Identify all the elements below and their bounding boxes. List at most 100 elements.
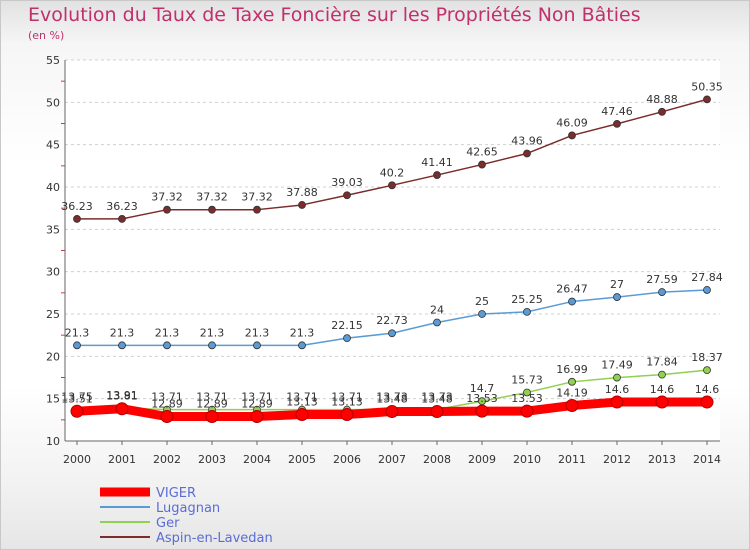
data-point bbox=[388, 181, 396, 190]
data-point bbox=[703, 95, 711, 104]
data-point bbox=[568, 131, 576, 140]
y-tick-label: 40 bbox=[46, 181, 60, 194]
data-point bbox=[478, 160, 486, 169]
data-label: 21.3 bbox=[65, 326, 90, 339]
data-label: 14.6 bbox=[650, 383, 675, 396]
data-point bbox=[613, 293, 621, 301]
data-label: 22.73 bbox=[376, 314, 408, 327]
data-point bbox=[610, 395, 624, 409]
data-point bbox=[433, 171, 441, 179]
data-label: 22.15 bbox=[331, 319, 363, 332]
data-label: 37.88 bbox=[286, 186, 318, 199]
x-tick-label: 2012 bbox=[603, 453, 631, 466]
data-label: 36.23 bbox=[61, 200, 93, 213]
data-point bbox=[343, 334, 351, 343]
data-point bbox=[250, 410, 264, 424]
data-label: 40.2 bbox=[380, 166, 405, 179]
x-tick-label: 2004 bbox=[243, 453, 271, 466]
data-label: 21.3 bbox=[155, 326, 180, 339]
data-label: 13.53 bbox=[466, 392, 498, 405]
data-label: 36.23 bbox=[106, 200, 138, 213]
x-tick-label: 2000 bbox=[63, 453, 91, 466]
data-label: 41.41 bbox=[421, 156, 453, 169]
data-label: 13.13 bbox=[331, 395, 363, 408]
data-label: 27.84 bbox=[691, 271, 723, 284]
data-point bbox=[703, 366, 711, 375]
chart-unit: (en %) bbox=[28, 29, 65, 42]
data-point bbox=[475, 404, 489, 418]
data-label: 13.73 bbox=[421, 390, 453, 403]
data-label: 12.89 bbox=[151, 398, 183, 411]
x-tick-label: 2007 bbox=[378, 453, 406, 466]
legend-label: Ger bbox=[156, 516, 180, 531]
data-label: 18.37 bbox=[691, 351, 723, 364]
series-lugagnan bbox=[73, 286, 711, 350]
x-tick-label: 2002 bbox=[153, 453, 181, 466]
data-label: 13.75 bbox=[61, 390, 93, 403]
data-point bbox=[523, 388, 531, 397]
chart-title: Evolution du Taux de Taxe Foncière sur l… bbox=[28, 4, 641, 26]
y-tick-label: 55 bbox=[46, 54, 60, 67]
data-label: 48.88 bbox=[646, 93, 678, 106]
data-point bbox=[565, 399, 579, 413]
data-label: 17.84 bbox=[646, 356, 678, 369]
data-point bbox=[478, 310, 486, 318]
x-tick-label: 2005 bbox=[288, 453, 316, 466]
data-labels: 13.51 13.81 12.89 12.89 12.89 13.13 13.13 13.48… bbox=[61, 80, 723, 410]
data-label: 13.53 bbox=[511, 392, 543, 405]
data-label: 21.3 bbox=[290, 326, 315, 339]
data-point bbox=[73, 215, 81, 223]
y-tick-label: 15 bbox=[46, 393, 60, 406]
data-point bbox=[70, 404, 84, 418]
data-point bbox=[73, 341, 81, 350]
data-label: 37.32 bbox=[241, 191, 273, 204]
data-point bbox=[568, 297, 576, 306]
legend-label: Aspin-en-Lavedan bbox=[156, 531, 273, 546]
data-point bbox=[160, 410, 174, 424]
data-label: 14.7 bbox=[470, 382, 495, 395]
data-label: 25.25 bbox=[511, 293, 543, 306]
data-label: 13.51 bbox=[61, 392, 93, 405]
data-label: 15.73 bbox=[511, 373, 543, 386]
data-point bbox=[298, 201, 306, 209]
x-tick-label: 2001 bbox=[108, 453, 136, 466]
y-tick-label: 10 bbox=[46, 435, 60, 448]
data-label: 37.32 bbox=[196, 191, 228, 204]
data-label: 13.71 bbox=[196, 391, 228, 404]
data-label: 12.89 bbox=[196, 398, 228, 411]
y-tick-label: 30 bbox=[46, 266, 60, 279]
grid bbox=[65, 59, 720, 442]
data-label: 13.48 bbox=[421, 393, 453, 406]
data-label: 27 bbox=[610, 278, 624, 291]
x-tick-label: 2006 bbox=[333, 453, 361, 466]
data-point bbox=[343, 191, 351, 200]
y-tick-label: 50 bbox=[46, 96, 60, 109]
data-label: 13.73 bbox=[376, 390, 408, 403]
y-tick-label: 20 bbox=[46, 350, 60, 363]
data-label: 13.71 bbox=[286, 391, 318, 404]
data-label: 27.59 bbox=[646, 273, 678, 286]
data-point bbox=[295, 407, 309, 421]
series-aspin-en-lavedan bbox=[73, 95, 711, 223]
data-label: 25 bbox=[475, 295, 489, 308]
data-point bbox=[613, 119, 621, 128]
data-label: 37.32 bbox=[151, 191, 183, 204]
data-label: 13.71 bbox=[331, 391, 363, 404]
x-tick-label: 2011 bbox=[558, 453, 586, 466]
data-point bbox=[520, 404, 534, 418]
data-point bbox=[613, 373, 621, 382]
data-point bbox=[208, 341, 216, 350]
data-point bbox=[253, 205, 261, 214]
data-point bbox=[115, 402, 129, 416]
x-tick-label: 2014 bbox=[693, 453, 721, 466]
data-point bbox=[430, 405, 444, 419]
axes: 10 15 20 25 30 35 40 45 50 55 2000 2001 2002 2003 2004… bbox=[46, 54, 721, 466]
data-point bbox=[658, 370, 666, 379]
data-point bbox=[385, 405, 399, 419]
data-label: 13.81 bbox=[106, 390, 138, 403]
data-point bbox=[658, 288, 666, 296]
data-label: 13.13 bbox=[286, 395, 318, 408]
data-point bbox=[208, 205, 216, 214]
